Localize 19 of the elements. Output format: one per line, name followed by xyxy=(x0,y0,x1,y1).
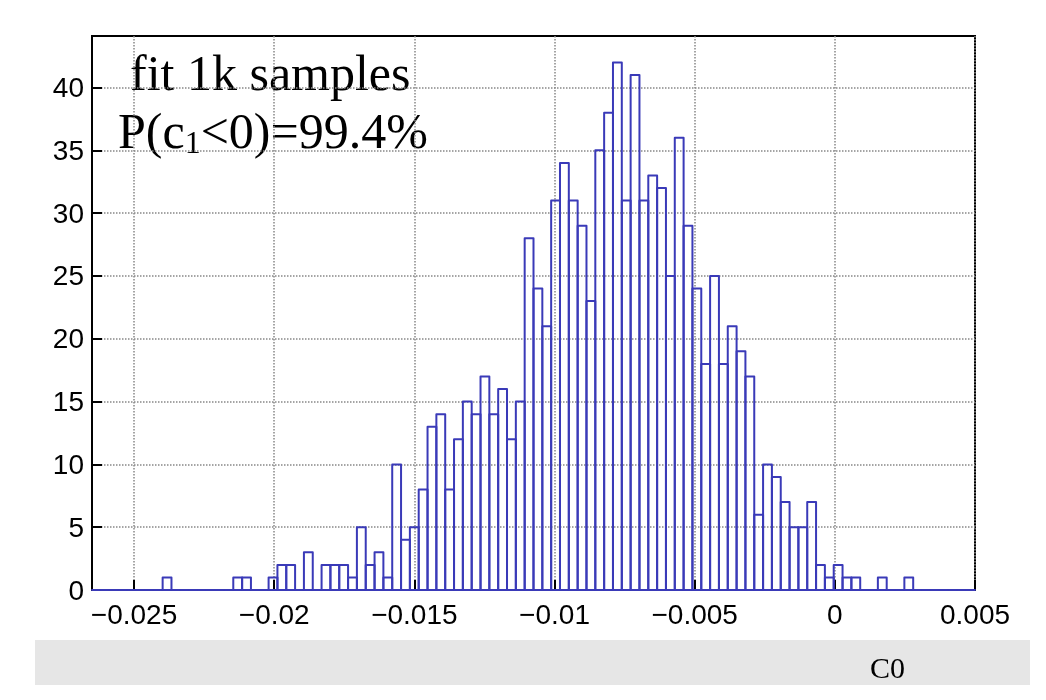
y-tick-label: 20 xyxy=(52,323,84,355)
x-axis-title: C0 xyxy=(869,650,905,684)
x-tick-label: 0.005 xyxy=(939,598,1011,630)
x-tick-label: −0.01 xyxy=(519,598,590,630)
x-tick-label: −0.02 xyxy=(238,598,310,630)
y-tick-label: 15 xyxy=(52,386,84,418)
y-tick-label: 0 xyxy=(68,574,84,606)
y-tick-label: 30 xyxy=(52,197,84,229)
x-tick-label: −0.025 xyxy=(90,598,178,630)
y-tick-label: 5 xyxy=(68,511,84,543)
x-tick-label: −0.015 xyxy=(371,598,458,630)
annotation: P(c1<0)=99.4% xyxy=(118,103,428,160)
x-tick-label: −0.005 xyxy=(651,598,738,630)
y-tick-label: 10 xyxy=(52,448,84,480)
y-tick-label: 40 xyxy=(52,72,84,104)
annotation: fit 1k samples xyxy=(130,45,411,101)
x-tick-label: 0 xyxy=(827,598,843,630)
y-tick-label: 25 xyxy=(52,260,84,292)
y-tick-label: 35 xyxy=(52,134,84,166)
